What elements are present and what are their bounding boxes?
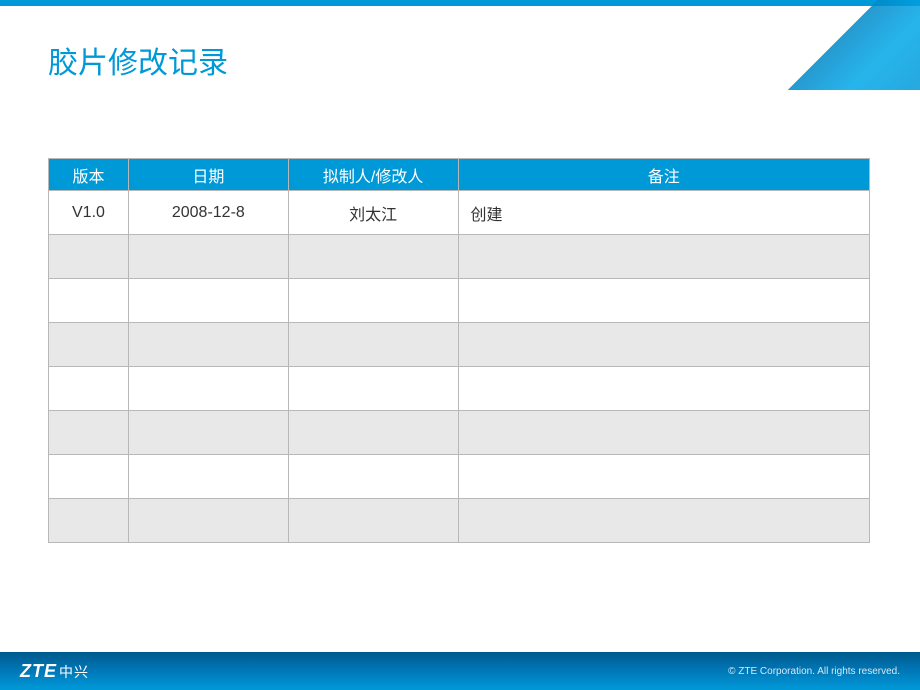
cell-author [288, 235, 458, 279]
logo-text-cn: 中兴 [59, 662, 89, 682]
table-row [49, 411, 870, 455]
copyright-text: © ZTE Corporation. All rights reserved. [728, 666, 900, 677]
cell-remark [458, 235, 869, 279]
cell-date [128, 279, 288, 323]
cell-version [49, 455, 129, 499]
cell-author [288, 323, 458, 367]
cell-author [288, 411, 458, 455]
cell-version [49, 499, 129, 543]
cell-author [288, 499, 458, 543]
cell-date [128, 455, 288, 499]
cell-remark [458, 411, 869, 455]
cell-date [128, 367, 288, 411]
table-row [49, 279, 870, 323]
table-row [49, 323, 870, 367]
cell-remark [458, 323, 869, 367]
cell-version: V1.0 [49, 191, 129, 235]
cell-date [128, 499, 288, 543]
page-title: 胶片修改记录 [48, 38, 228, 82]
cell-author [288, 455, 458, 499]
header-version: 版本 [49, 159, 129, 191]
cell-date: 2008-12-8 [128, 191, 288, 235]
revision-table-container: 版本 日期 拟制人/修改人 备注 V1.02008-12-8刘太江创建 [48, 158, 870, 543]
footer-bar: ZTE 中兴 © ZTE Corporation. All rights res… [0, 652, 920, 690]
cell-author [288, 279, 458, 323]
cell-remark [458, 499, 869, 543]
header-date: 日期 [128, 159, 288, 191]
cell-remark [458, 455, 869, 499]
cell-version [49, 323, 129, 367]
cell-date [128, 323, 288, 367]
cell-date [128, 235, 288, 279]
header-remark: 备注 [458, 159, 869, 191]
cell-date [128, 411, 288, 455]
cell-version [49, 235, 129, 279]
cell-version [49, 367, 129, 411]
cell-remark: 创建 [458, 191, 869, 235]
table-header-row: 版本 日期 拟制人/修改人 备注 [49, 159, 870, 191]
cell-version [49, 279, 129, 323]
cell-author: 刘太江 [288, 191, 458, 235]
top-corner-decoration [770, 0, 920, 90]
header-author: 拟制人/修改人 [288, 159, 458, 191]
table-row [49, 235, 870, 279]
cell-author [288, 367, 458, 411]
table-row [49, 367, 870, 411]
table-row [49, 499, 870, 543]
cell-remark [458, 279, 869, 323]
zte-logo: ZTE 中兴 [20, 661, 89, 682]
revision-table: 版本 日期 拟制人/修改人 备注 V1.02008-12-8刘太江创建 [48, 158, 870, 543]
cell-remark [458, 367, 869, 411]
cell-version [49, 411, 129, 455]
table-row [49, 455, 870, 499]
table-row: V1.02008-12-8刘太江创建 [49, 191, 870, 235]
logo-text-en: ZTE [20, 661, 57, 682]
